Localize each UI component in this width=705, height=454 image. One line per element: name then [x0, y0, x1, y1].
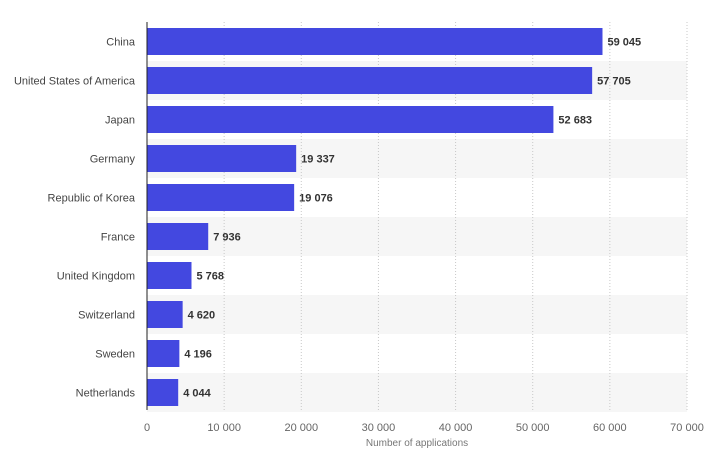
x-tick-labels: 0 10 000 20 000 30 000 40 000 50 000 60 000 70 …: [144, 422, 704, 434]
bar[interactable]: [147, 262, 192, 289]
bar[interactable]: [147, 223, 209, 250]
value-label: 4 044: [183, 388, 211, 400]
bar[interactable]: [147, 184, 295, 211]
category-label: United States of America: [14, 76, 136, 88]
value-label: 4 196: [184, 349, 212, 361]
bar[interactable]: [147, 28, 603, 55]
row-band: [147, 295, 687, 334]
bar[interactable]: [147, 301, 183, 328]
x-tick-label: 10 000: [207, 422, 241, 434]
grid-lines: [223, 22, 688, 412]
x-tick-label: 50 000: [516, 422, 550, 434]
category-label: Netherlands: [76, 388, 136, 400]
value-label: 5 768: [196, 271, 224, 283]
row-band: [147, 217, 687, 256]
x-tick-label: 40 000: [439, 422, 473, 434]
bar[interactable]: [147, 145, 297, 172]
x-tick-label: 20 000: [284, 422, 318, 434]
category-label: China: [106, 37, 136, 49]
category-label: Germany: [90, 154, 136, 166]
value-labels: 59 045 57 705 52 683 19 337 19 076 7 936 5 768…: [183, 37, 641, 400]
value-label: 7 936: [213, 232, 241, 244]
category-label: Japan: [105, 115, 135, 127]
x-tick-label: 70 000: [670, 422, 704, 434]
value-label: 59 045: [607, 37, 641, 49]
bars: [147, 28, 603, 406]
bar[interactable]: [147, 379, 179, 406]
value-label: 19 076: [299, 193, 333, 205]
row-band: [147, 373, 687, 412]
category-label: Sweden: [95, 349, 135, 361]
value-label: 52 683: [558, 115, 592, 127]
value-label: 19 337: [301, 154, 335, 166]
category-label: Republic of Korea: [48, 193, 136, 205]
category-label: Switzerland: [78, 310, 135, 322]
value-label: 4 620: [188, 310, 216, 322]
x-tick-label: 60 000: [593, 422, 627, 434]
category-label: United Kingdom: [57, 271, 135, 283]
row-bands: [147, 61, 687, 412]
bar[interactable]: [147, 67, 593, 94]
x-tick-label: 30 000: [362, 422, 396, 434]
bar[interactable]: [147, 106, 554, 133]
bar[interactable]: [147, 340, 180, 367]
x-tick-label: 0: [144, 422, 150, 434]
category-labels: China United States of America Japan German…: [14, 37, 136, 400]
category-label: France: [101, 232, 135, 244]
x-axis-title: Number of applications: [366, 438, 468, 449]
value-label: 57 705: [597, 76, 631, 88]
